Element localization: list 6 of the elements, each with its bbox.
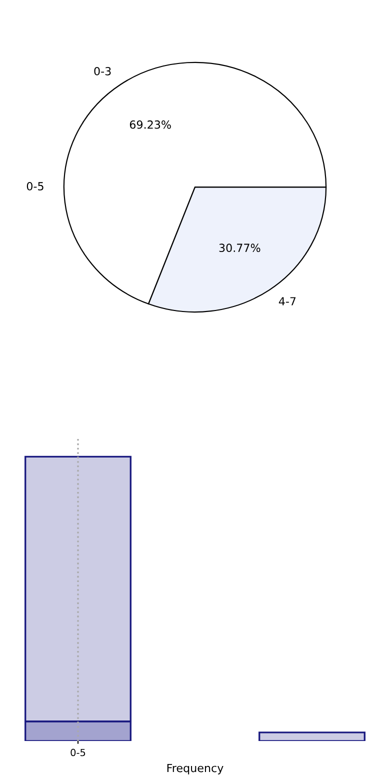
text: 0-5	[26, 182, 44, 190]
slice-label: 0-3	[94, 66, 111, 76]
slice-label: 4-7	[278, 297, 296, 306]
data-label: 69.23%	[130, 120, 171, 129]
data-label: 30.77%	[219, 244, 260, 252]
x-axis-title: Frequency	[167, 764, 224, 774]
